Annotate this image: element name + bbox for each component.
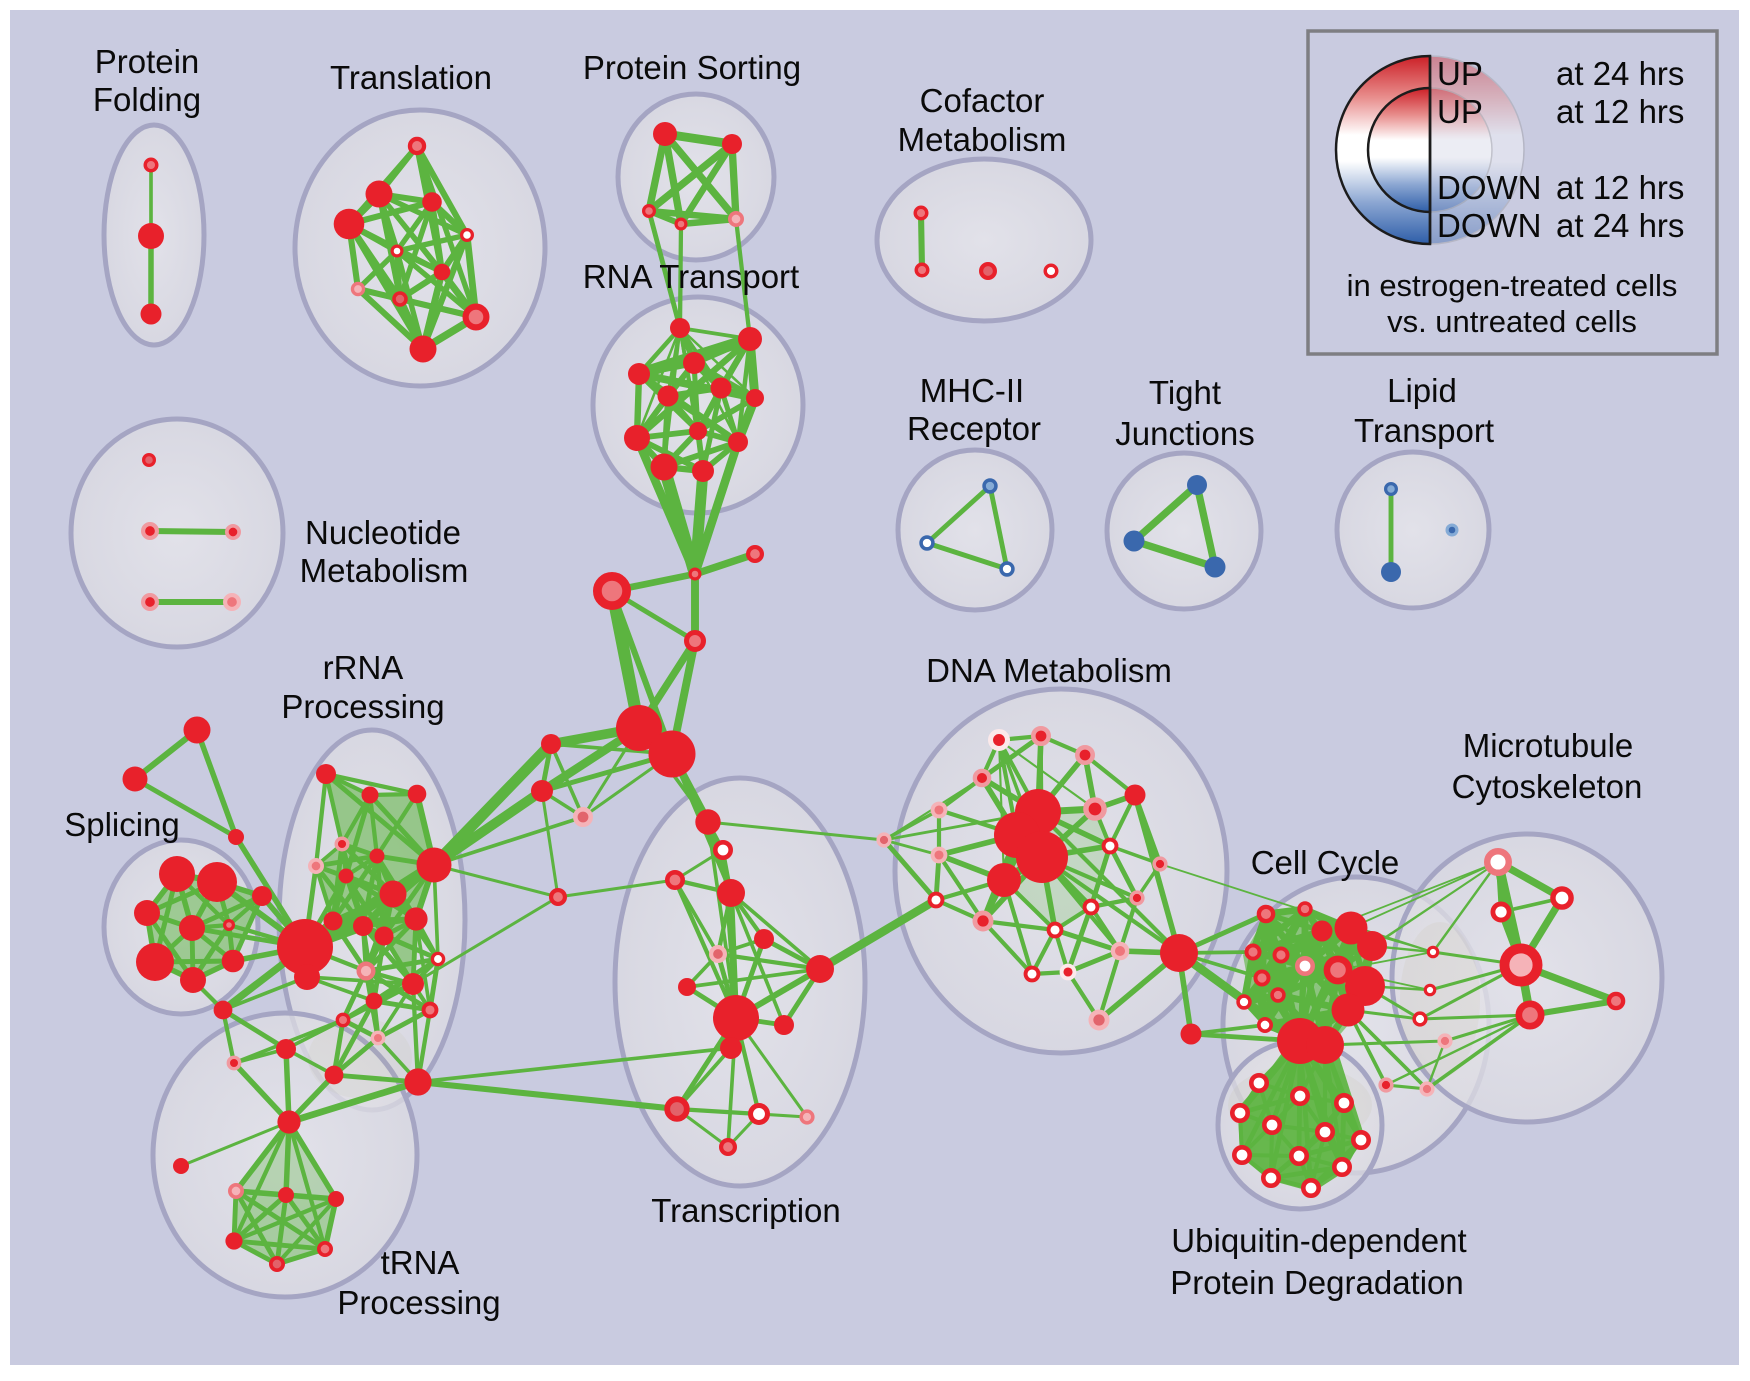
svg-text:Cell Cycle: Cell Cycle xyxy=(1251,844,1400,881)
svg-text:Ubiquitin-dependent: Ubiquitin-dependent xyxy=(1171,1222,1466,1259)
svg-text:Tight: Tight xyxy=(1149,374,1221,411)
svg-text:Transport: Transport xyxy=(1354,412,1494,449)
svg-text:Processing: Processing xyxy=(337,1284,500,1321)
svg-text:Nucleotide: Nucleotide xyxy=(305,514,461,551)
svg-text:Receptor: Receptor xyxy=(907,410,1041,447)
svg-text:DNA Metabolism: DNA Metabolism xyxy=(926,652,1172,689)
svg-text:Metabolism: Metabolism xyxy=(898,121,1067,158)
svg-text:at 12 hrs: at 12 hrs xyxy=(1556,169,1684,206)
svg-text:RNA Transport: RNA Transport xyxy=(583,258,799,295)
svg-text:Cytoskeleton: Cytoskeleton xyxy=(1452,768,1643,805)
svg-text:Splicing: Splicing xyxy=(64,806,180,843)
svg-text:at 24 hrs: at 24 hrs xyxy=(1556,55,1684,92)
svg-text:tRNA: tRNA xyxy=(381,1244,460,1281)
svg-text:Metabolism: Metabolism xyxy=(300,552,469,589)
svg-text:Cofactor: Cofactor xyxy=(920,82,1045,119)
svg-text:rRNA: rRNA xyxy=(323,649,404,686)
svg-text:MHC-II: MHC-II xyxy=(920,372,1024,409)
svg-text:Transcription: Transcription xyxy=(651,1192,841,1229)
svg-text:in estrogen-treated cells: in estrogen-treated cells xyxy=(1347,268,1678,303)
svg-text:Microtubule: Microtubule xyxy=(1463,727,1634,764)
svg-text:at 24 hrs: at 24 hrs xyxy=(1556,207,1684,244)
svg-text:Lipid: Lipid xyxy=(1387,372,1457,409)
svg-text:Translation: Translation xyxy=(330,59,492,96)
svg-text:Protein Degradation: Protein Degradation xyxy=(1170,1264,1464,1301)
svg-text:DOWN: DOWN xyxy=(1437,169,1541,206)
svg-text:Protein Sorting: Protein Sorting xyxy=(583,49,801,86)
svg-text:DOWN: DOWN xyxy=(1437,207,1541,244)
svg-text:Protein: Protein xyxy=(95,43,200,80)
svg-text:Junctions: Junctions xyxy=(1115,415,1254,452)
svg-text:UP: UP xyxy=(1437,93,1483,130)
svg-text:Processing: Processing xyxy=(281,688,444,725)
svg-text:vs. untreated cells: vs. untreated cells xyxy=(1387,304,1637,339)
svg-text:at 12 hrs: at 12 hrs xyxy=(1556,93,1684,130)
svg-text:UP: UP xyxy=(1437,55,1483,92)
svg-text:Folding: Folding xyxy=(93,81,201,118)
